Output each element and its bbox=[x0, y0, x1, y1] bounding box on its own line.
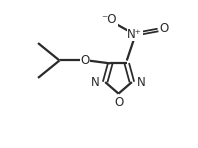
Text: O: O bbox=[80, 54, 89, 67]
Text: O: O bbox=[114, 96, 123, 109]
Text: O: O bbox=[159, 22, 168, 35]
Text: N: N bbox=[137, 76, 146, 89]
Text: N⁺: N⁺ bbox=[127, 28, 142, 41]
Text: ⁻O: ⁻O bbox=[101, 13, 117, 26]
Text: N: N bbox=[91, 76, 100, 89]
